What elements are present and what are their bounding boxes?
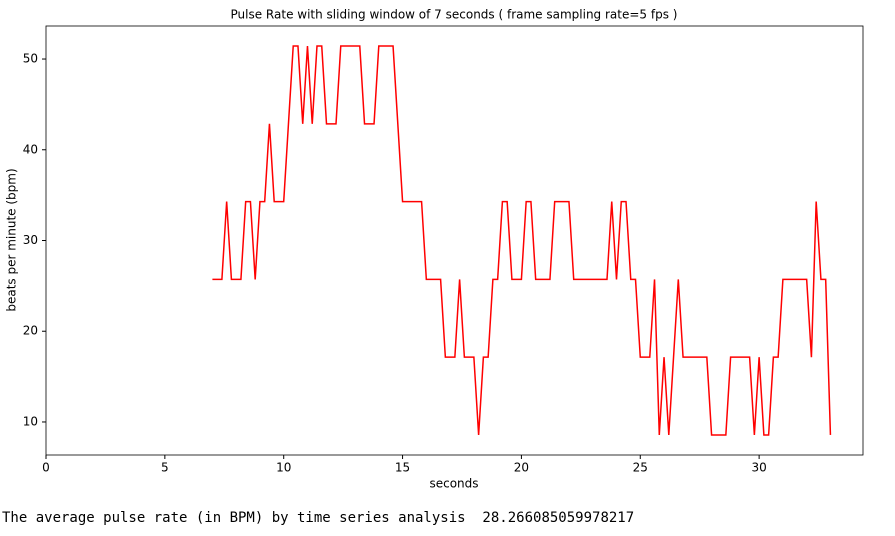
y-tick-label: 30 (23, 233, 38, 247)
x-tick-label: 10 (276, 461, 291, 475)
x-tick-label: 20 (514, 461, 529, 475)
x-tick-label: 0 (42, 461, 50, 475)
chart-title: Pulse Rate with sliding window of 7 seco… (231, 8, 678, 22)
y-tick-label: 50 (23, 52, 38, 66)
y-tick-label: 10 (23, 414, 38, 428)
x-tick-label: 5 (161, 461, 169, 475)
x-tick-label: 30 (751, 461, 766, 475)
y-tick-label: 40 (23, 142, 38, 156)
chart: Pulse Rate with sliding window of 7 seco… (5, 8, 864, 491)
data-line (212, 45, 832, 436)
y-tick-label: 20 (23, 324, 38, 338)
x-tick-label: 25 (633, 461, 648, 475)
x-tick-label: 15 (395, 461, 410, 475)
plot-frame (45, 25, 864, 456)
y-axis-label: beats per minute (bpm) (5, 168, 19, 311)
x-axis-label: seconds (429, 477, 478, 491)
output-text: The average pulse rate (in BPM) by time … (2, 510, 635, 526)
